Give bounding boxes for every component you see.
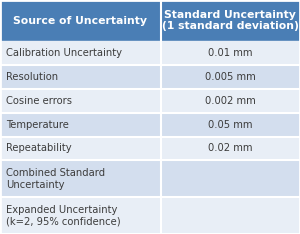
Text: 0.01 mm: 0.01 mm — [208, 48, 253, 58]
Bar — [0, 89, 300, 113]
Text: Combined Standard
Uncertainty: Combined Standard Uncertainty — [6, 168, 105, 190]
Text: 0.005 mm: 0.005 mm — [205, 72, 256, 82]
Bar — [0, 160, 300, 197]
Text: Resolution: Resolution — [6, 72, 58, 82]
Text: 0.05 mm: 0.05 mm — [208, 120, 253, 130]
Bar — [0, 0, 300, 41]
Bar — [0, 136, 300, 160]
Bar — [0, 113, 300, 136]
Bar — [0, 65, 300, 89]
Text: 0.002 mm: 0.002 mm — [205, 96, 256, 106]
Bar — [0, 197, 300, 234]
Bar — [0, 41, 300, 65]
Text: Cosine errors: Cosine errors — [6, 96, 72, 106]
Text: Standard Uncertainty
(1 standard deviation): Standard Uncertainty (1 standard deviati… — [162, 10, 299, 31]
Text: Repeatability: Repeatability — [6, 143, 72, 154]
Text: Temperature: Temperature — [6, 120, 69, 130]
Text: Calibration Uncertainty: Calibration Uncertainty — [6, 48, 122, 58]
Text: Source of Uncertainty: Source of Uncertainty — [13, 16, 147, 26]
Text: 0.02 mm: 0.02 mm — [208, 143, 253, 154]
Text: Expanded Uncertainty
(k=2, 95% confidence): Expanded Uncertainty (k=2, 95% confidenc… — [6, 205, 121, 226]
